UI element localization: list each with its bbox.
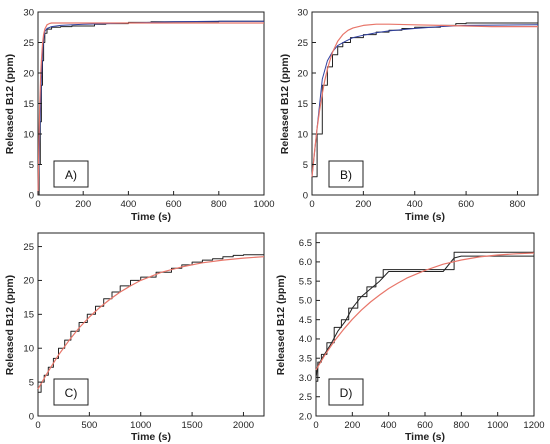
y-tick-label: 30 xyxy=(23,7,34,18)
y-tick-label: 15 xyxy=(297,99,308,110)
data-series-line xyxy=(315,255,534,378)
y-axis-label: Released B12 (ppm) xyxy=(275,275,287,375)
y-tick-label: 20 xyxy=(297,68,308,79)
y-tick-label: 15 xyxy=(23,310,34,321)
x-tick-label: 400 xyxy=(120,199,136,210)
y-tick-label: 6.5 xyxy=(299,238,312,249)
y-axis-label: Released B12 (ppm) xyxy=(4,54,16,154)
data-marks xyxy=(37,254,265,393)
y-axis-label: Released B12 (ppm) xyxy=(279,54,291,154)
data-marks xyxy=(315,251,535,382)
y-tick-label: 5.0 xyxy=(299,296,312,307)
y-tick-label: 0 xyxy=(303,190,308,201)
y-tick-label: 5.5 xyxy=(299,276,312,287)
y-tick-label: 10 xyxy=(297,129,308,140)
y-tick-label: 0 xyxy=(29,190,34,201)
x-tick-label: 200 xyxy=(344,420,360,431)
data-marks xyxy=(37,20,264,196)
panel-c: 0 5 10 15 20 25 0 500 1000 1500 2000 C) Released … xyxy=(4,232,265,443)
x-tick-label: 1500 xyxy=(182,420,203,431)
y-tick-label: 0 xyxy=(29,411,34,422)
fit-curve xyxy=(315,252,535,371)
x-tick-label: 600 xyxy=(166,199,182,210)
panel-a: 0 5 10 15 20 25 30 0 200 400 600 800 1000 A) Releas… xyxy=(4,7,275,223)
panel-label-box xyxy=(328,378,364,406)
y-tick-label: 4.5 xyxy=(299,315,312,326)
x-tick-label: 1000 xyxy=(487,420,508,431)
data-series-line xyxy=(38,254,264,393)
y-tick-label: 5 xyxy=(303,160,308,171)
x-tick-label: 200 xyxy=(355,199,371,210)
x-tick-label: 1200 xyxy=(523,420,544,431)
y-tick-label: 2.5 xyxy=(299,392,312,403)
y-ticks: 2.0 2.5 3.0 3.5 4.0 4.5 5.0 5.5 6.0 6.5 xyxy=(299,238,320,422)
panel-label: A) xyxy=(65,168,77,182)
x-tick-label: 400 xyxy=(381,420,397,431)
x-tick-label: 400 xyxy=(407,199,423,210)
panel-label: D) xyxy=(340,386,353,400)
fit-curve xyxy=(311,23,538,177)
data-series-line xyxy=(311,24,539,177)
data-marks xyxy=(311,22,539,178)
x-tick-label: 800 xyxy=(453,420,469,431)
y-tick-label: 25 xyxy=(23,242,34,253)
x-tick-label: 0 xyxy=(35,199,40,210)
x-tick-label: 800 xyxy=(510,199,526,210)
y-tick-label: 3.0 xyxy=(299,373,312,384)
x-tick-label: 600 xyxy=(458,199,474,210)
y-tick-label: 6.0 xyxy=(299,257,312,268)
data-series-line xyxy=(312,22,538,178)
x-tick-label: 0 xyxy=(35,420,40,431)
x-tick-label: 2000 xyxy=(233,420,254,431)
panel-label: B) xyxy=(340,168,352,182)
y-tick-label: 30 xyxy=(297,7,308,18)
x-tick-label: 200 xyxy=(75,199,91,210)
x-axis-label: Time (s) xyxy=(405,211,445,223)
x-tick-label: 0 xyxy=(313,420,318,431)
x-axis-label: Time (s) xyxy=(131,211,171,223)
panel-label-box xyxy=(53,378,89,406)
x-tick-label: 600 xyxy=(417,420,433,431)
y-tick-label: 10 xyxy=(23,129,34,140)
x-tick-label: 1000 xyxy=(253,199,274,210)
panel-d: 2.0 2.5 3.0 3.5 4.0 4.5 5.0 5.5 6.0 6.5 0 200 400 60… xyxy=(275,232,545,443)
y-axis-label: Released B12 (ppm) xyxy=(4,275,16,375)
y-tick-label: 5 xyxy=(29,160,34,171)
y-ticks: 0 5 10 15 20 25 30 xyxy=(297,7,316,201)
x-axis-label: Time (s) xyxy=(131,431,171,443)
panel-label-box xyxy=(53,160,89,188)
y-tick-label: 5 xyxy=(29,377,34,388)
x-ticks: 0 500 1000 1500 2000 xyxy=(35,412,254,431)
y-ticks: 0 5 10 15 20 25 xyxy=(23,242,42,422)
y-tick-label: 3.5 xyxy=(299,354,312,365)
x-axis-label: Time (s) xyxy=(405,431,445,443)
panel-label-box xyxy=(328,160,364,188)
panel-label: C) xyxy=(65,386,78,400)
y-tick-label: 20 xyxy=(23,68,34,79)
x-tick-label: 1000 xyxy=(130,420,151,431)
y-tick-label: 20 xyxy=(23,276,34,287)
x-tick-label: 0 xyxy=(309,199,314,210)
y-tick-label: 25 xyxy=(297,38,308,49)
y-tick-label: 25 xyxy=(23,38,34,49)
x-tick-label: 500 xyxy=(81,420,97,431)
fit-curve xyxy=(37,22,264,196)
y-tick-label: 15 xyxy=(23,99,34,110)
y-tick-label: 4.0 xyxy=(299,334,312,345)
fit-curve xyxy=(37,256,265,390)
y-tick-label: 2.0 xyxy=(299,411,312,422)
x-ticks: 0 200 400 600 800 xyxy=(309,191,525,210)
x-tick-label: 800 xyxy=(211,199,227,210)
y-tick-label: 10 xyxy=(23,344,34,355)
x-ticks: 0 200 400 600 800 1000 1200 xyxy=(313,412,545,431)
y-ticks: 0 5 10 15 20 25 30 xyxy=(23,7,42,201)
panel-b: 0 5 10 15 20 25 30 0 200 400 600 800 B) Released B… xyxy=(279,7,539,223)
plot-frame xyxy=(37,232,265,417)
x-ticks: 0 200 400 600 800 1000 xyxy=(35,191,275,210)
